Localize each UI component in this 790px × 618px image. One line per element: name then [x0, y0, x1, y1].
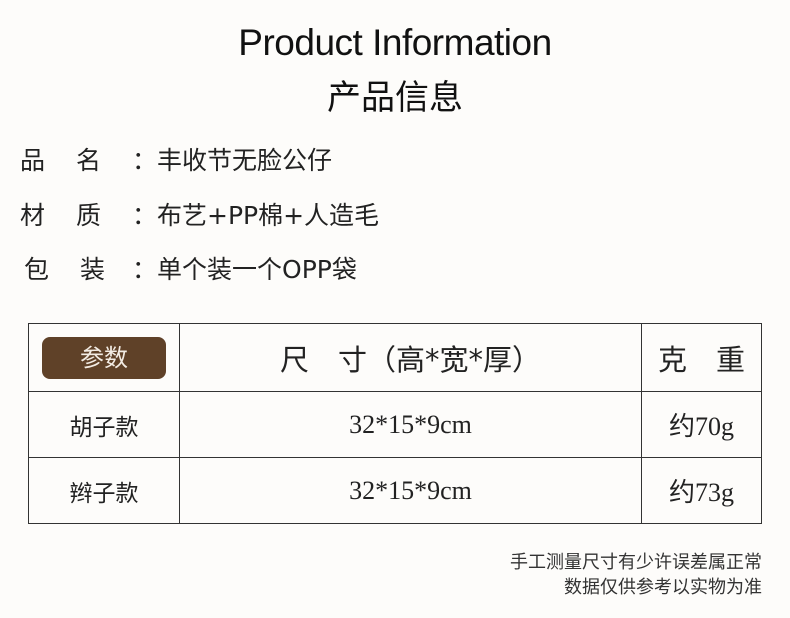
info-value: 丰收节无脸公仔	[157, 146, 333, 175]
cell-weight: 约70g	[641, 391, 762, 458]
info-label: 名	[76, 146, 102, 175]
cell-model: 胡子款	[28, 391, 180, 458]
header-cell-size: 尺 寸（高*宽*厚）	[179, 323, 642, 392]
table-header-row: 参数 尺 寸（高*宽*厚） 克 重	[28, 323, 762, 392]
note-line: 数据仅供参考以实物为准	[564, 577, 762, 598]
info-value: 单个装一个OPP袋	[157, 255, 357, 284]
info-label: 包	[24, 255, 50, 284]
spec-table: 参数 尺 寸（高*宽*厚） 克 重 胡子款 32*15*9cm 约70g 辫子款…	[28, 323, 762, 524]
table-row: 胡子款 32*15*9cm 约70g	[28, 391, 762, 458]
info-label: 材	[20, 201, 46, 230]
cell-size: 32*15*9cm	[179, 391, 642, 458]
param-badge: 参数	[42, 336, 166, 379]
page-title: Product Information	[238, 22, 552, 63]
info-row-material: 材质：布艺+PP棉+人造毛	[20, 196, 379, 232]
info-label: 品	[20, 146, 46, 175]
cell-model: 辫子款	[28, 457, 180, 524]
header-cell-weight: 克 重	[641, 323, 762, 392]
table-row: 辫子款 32*15*9cm 约73g	[28, 457, 762, 524]
cell-weight: 约73g	[641, 457, 762, 524]
header-cell-param: 参数	[28, 323, 180, 392]
info-row-packaging: 包装：单个装一个OPP袋	[24, 250, 357, 286]
page-subtitle: 产品信息	[327, 78, 463, 118]
info-row-name: 品名：丰收节无脸公仔	[20, 141, 332, 177]
info-value: 布艺+PP棉+人造毛	[157, 201, 380, 230]
cell-size: 32*15*9cm	[179, 457, 642, 524]
info-label: 质	[76, 201, 102, 230]
note-line: 手工测量尺寸有少许误差属正常	[510, 552, 762, 573]
info-label: 装	[80, 255, 106, 284]
